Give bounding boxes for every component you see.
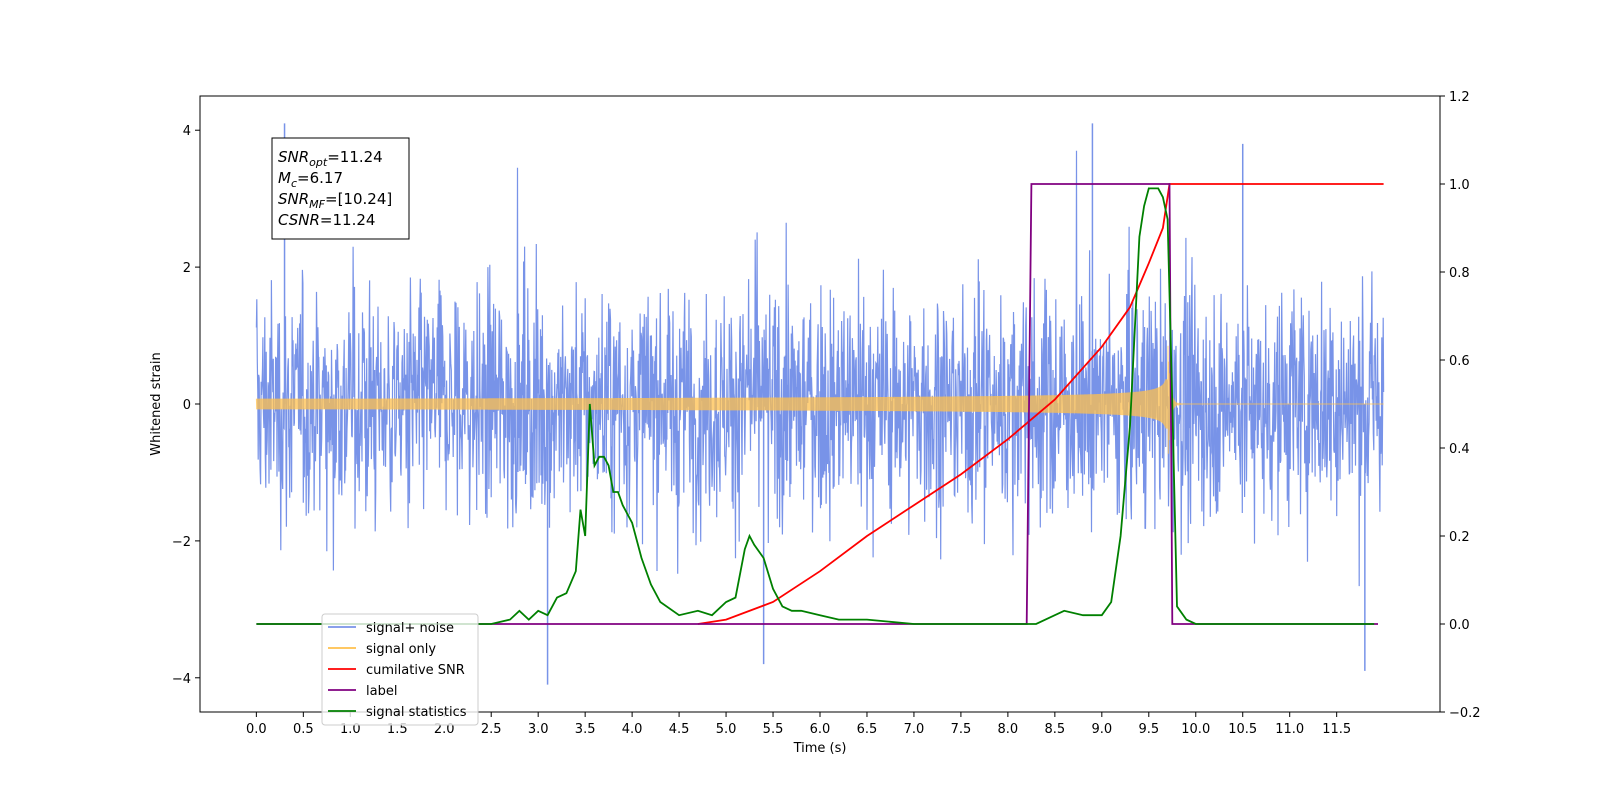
x-tick-label: 11.5: [1322, 722, 1351, 737]
series-signal-plus-noise-line: [255, 150, 1385, 587]
right-y-tick-label: −0.2: [1449, 706, 1481, 721]
annotation-line: Mc=6.17: [278, 169, 343, 190]
x-tick-label: 9.5: [1138, 722, 1159, 737]
x-axis-ticks: 0.0 0.5 1.0 1.5 2.0 2.5 3.0 3.5 4.0 4.5 5.0 5.5 6.0 6…: [246, 712, 1351, 737]
x-tick-label: 5.0: [716, 722, 737, 737]
x-tick-label: 0.0: [246, 722, 267, 737]
annotation-value: =[10.24]: [325, 190, 392, 208]
annotation-subscript: MF: [309, 198, 325, 211]
annotation-line: CSNR=11.24: [278, 211, 375, 229]
right-y-tick-label: 0.4: [1449, 442, 1470, 457]
x-tick-label: 6.5: [857, 722, 878, 737]
x-tick-label: 10.5: [1228, 722, 1257, 737]
series-signal-only-line: [255, 345, 1384, 454]
legend-label: signal+ noise: [366, 621, 454, 636]
annotation-value: =11.24: [327, 148, 383, 166]
x-tick-label: 8.5: [1045, 722, 1066, 737]
left-y-tick-label: 0: [183, 398, 191, 413]
annotation-frame: [271, 137, 410, 240]
x-tick-label: 4.5: [669, 722, 690, 737]
plot-data-layer: [255, 123, 1385, 685]
right-y-tick-label: 0.6: [1449, 354, 1470, 369]
y-axis-label: Whitened strain: [149, 352, 164, 455]
legend-label: signal only: [366, 642, 436, 657]
legend: signal+ noise signal only cumilative SNR la…: [321, 613, 479, 726]
x-tick-label: 4.0: [622, 722, 643, 737]
annotation-subscript: opt: [309, 156, 328, 169]
x-tick-label: 9.0: [1091, 722, 1112, 737]
x-tick-label: 7.5: [951, 722, 972, 737]
left-y-tick-label: −2: [172, 535, 191, 550]
left-y-tick-label: 2: [183, 261, 191, 276]
right-y-tick-label: 0.0: [1449, 618, 1470, 633]
annotation-line: SNRopt=11.24: [278, 148, 383, 169]
series-cumilative-snr-line: [697, 183, 1384, 625]
x-tick-label: 0.5: [293, 722, 314, 737]
left-y-tick-label: 4: [183, 124, 191, 139]
x-tick-label: 2.5: [481, 722, 502, 737]
legend-frame: [321, 613, 479, 726]
annotation-symbol: SNR: [278, 190, 309, 208]
annotation-symbol: M: [278, 169, 291, 187]
legend-label: signal statistics: [366, 705, 467, 720]
right-y-tick-label: 0.8: [1449, 266, 1470, 281]
annotation-value: =11.24: [320, 211, 376, 229]
right-y-tick-label: 0.2: [1449, 530, 1470, 545]
annotation-symbol: SNR: [278, 148, 309, 166]
legend-label: label: [366, 684, 397, 699]
series-signal-statistics-line: [256, 187, 1375, 625]
right-y-axis-ticks: −0.2 0.0 0.2 0.4 0.6 0.8 1.0 1.2: [1440, 90, 1481, 721]
left-y-tick-label: −4: [172, 672, 191, 687]
x-tick-label: 5.5: [763, 722, 784, 737]
annotation-symbol: CSNR: [278, 211, 320, 229]
x-tick-label: 11.0: [1275, 722, 1304, 737]
x-tick-label: 1.5: [387, 722, 408, 737]
x-tick-label: 3.5: [575, 722, 596, 737]
x-tick-label: 7.0: [904, 722, 925, 737]
legend-label: cumilative SNR: [366, 663, 465, 678]
x-tick-label: 3.0: [528, 722, 549, 737]
annotation-box: SNRopt=11.24Mc=6.17SNRMF=[10.24]CSNR=11.…: [271, 137, 410, 240]
annotation-subscript: c: [291, 177, 297, 190]
x-axis-label: Time (s): [793, 741, 847, 756]
x-tick-label: 10.0: [1181, 722, 1210, 737]
right-y-tick-label: 1.0: [1449, 178, 1470, 193]
x-tick-label: 2.0: [434, 722, 455, 737]
left-y-axis-ticks: −4 −2 0 2 4: [172, 124, 200, 687]
x-tick-label: 6.0: [810, 722, 831, 737]
x-tick-label: 8.0: [998, 722, 1019, 737]
right-y-tick-label: 1.2: [1449, 90, 1470, 105]
annotation-value: =6.17: [297, 169, 343, 187]
annotation-line: SNRMF=[10.24]: [278, 190, 392, 211]
x-tick-label: 1.0: [340, 722, 361, 737]
